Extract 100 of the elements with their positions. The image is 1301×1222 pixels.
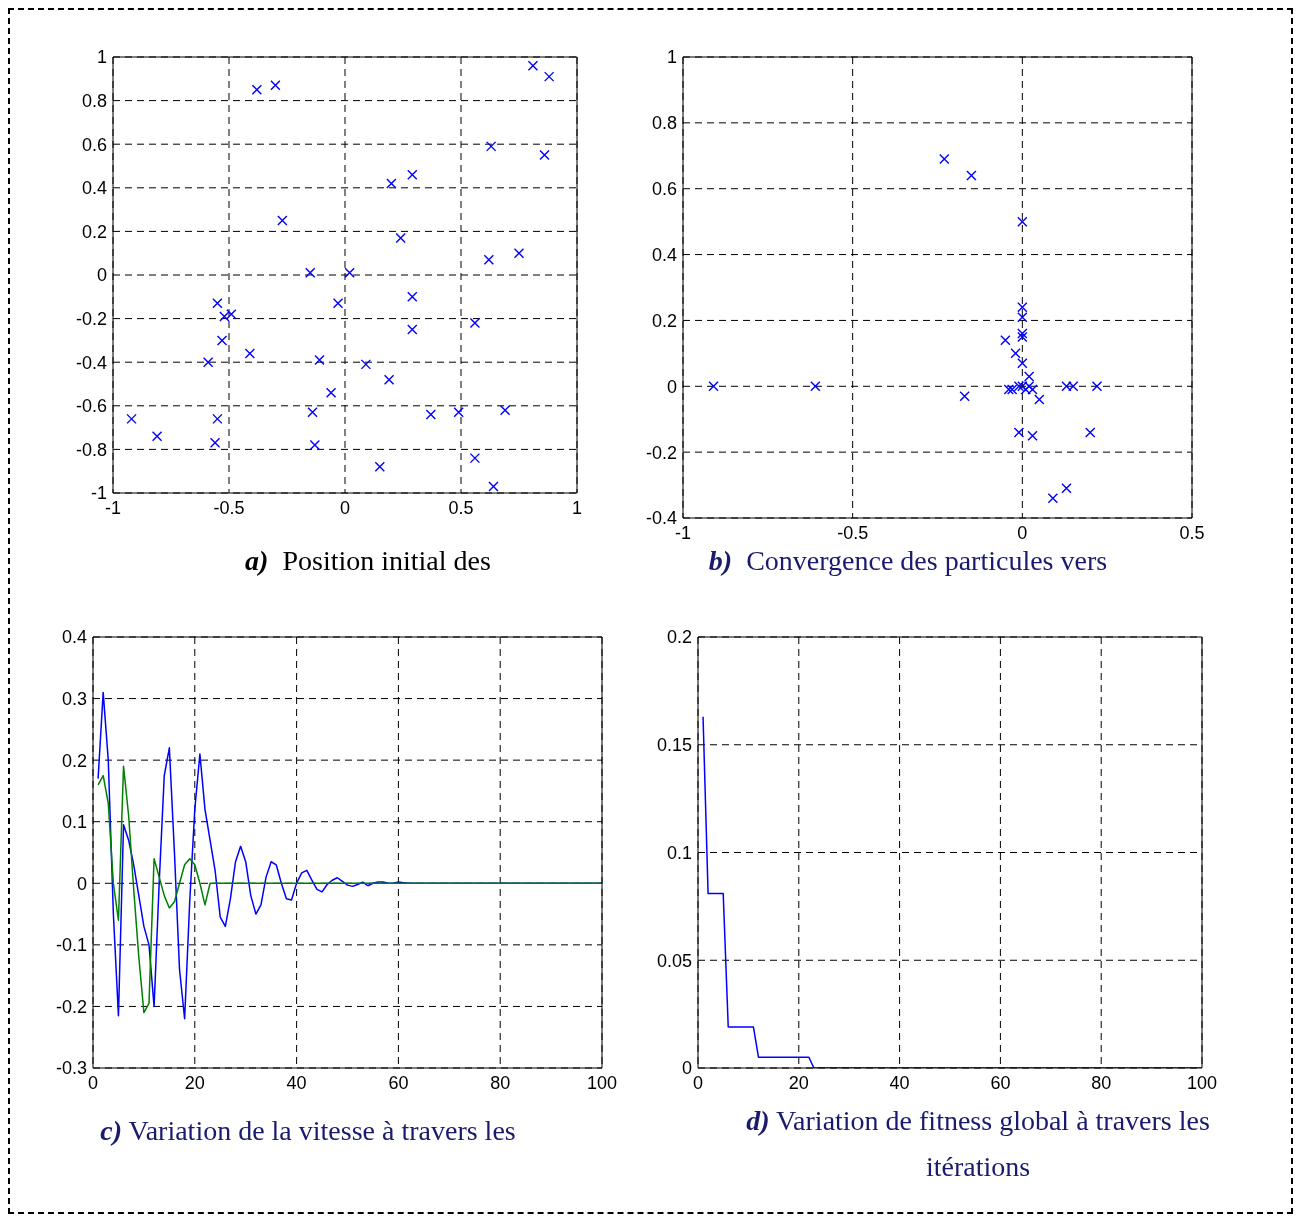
x-tick-label: -0.5 <box>213 497 245 518</box>
text: d) Variation de fitness global à travers les itérations <box>746 1105 1211 1182</box>
point <box>1061 483 1072 494</box>
point <box>407 291 418 302</box>
y-tick-label: 0.4 <box>651 244 677 265</box>
point <box>499 404 511 416</box>
y-tick-label: 0.2 <box>666 627 692 648</box>
point <box>1047 493 1059 504</box>
point <box>216 335 228 346</box>
x-tick-label: -0.5 <box>837 522 869 543</box>
y-tick-label: 0.6 <box>81 134 107 155</box>
point <box>1023 371 1035 382</box>
point <box>212 298 223 309</box>
y-tick-label: 0.4 <box>81 178 107 199</box>
y-tick-label: 0.15 <box>656 735 692 756</box>
y-tick-label: -0.4 <box>75 352 107 373</box>
point <box>513 248 525 259</box>
y-tick-label: 0 <box>681 1058 692 1079</box>
point <box>244 348 256 359</box>
point <box>332 298 344 309</box>
y-tick-label: 0.1 <box>61 812 87 833</box>
point <box>307 407 318 418</box>
point <box>1017 216 1028 227</box>
point <box>395 232 406 244</box>
point <box>202 357 214 368</box>
point <box>344 267 355 279</box>
point <box>453 407 464 418</box>
x-tick-label: 40 <box>286 1072 307 1093</box>
y-tick-label: 0.05 <box>656 950 692 971</box>
point <box>309 439 321 451</box>
x-tick-label: 0 <box>339 497 351 518</box>
y-tick-label: 0.6 <box>651 179 677 200</box>
point <box>1013 427 1025 438</box>
point <box>469 317 481 329</box>
point <box>212 413 223 425</box>
y-tick-label: 0.2 <box>61 750 87 771</box>
point <box>539 149 550 161</box>
x-tick-label: 100 <box>586 1072 618 1093</box>
x-tick-label: 60 <box>388 1072 409 1093</box>
x-tick-label: 100 <box>1186 1072 1218 1093</box>
point <box>1000 334 1011 346</box>
y-tick-label: -0.2 <box>75 308 107 329</box>
y-tick-label: 0 <box>666 376 677 397</box>
x-tick-label: 20 <box>184 1072 205 1093</box>
point <box>939 153 950 165</box>
point <box>425 409 437 420</box>
text: a) Position initial des <box>245 545 491 576</box>
point <box>1006 384 1018 395</box>
point <box>383 374 395 385</box>
point <box>407 324 418 335</box>
point <box>407 169 418 180</box>
y-tick-label: 0.4 <box>61 627 87 648</box>
point <box>1085 427 1096 438</box>
point <box>966 170 977 181</box>
point <box>314 354 325 366</box>
x-tick-label: 20 <box>788 1072 809 1093</box>
point <box>708 381 719 392</box>
point <box>374 461 385 473</box>
point <box>1017 358 1028 369</box>
y-tick-label: 0.2 <box>81 221 107 242</box>
y-tick-label: 0.8 <box>651 113 677 134</box>
y-tick-label: -0.2 <box>55 996 87 1017</box>
y-tick-label: 0.2 <box>651 310 677 331</box>
y-tick-label: -0.1 <box>55 935 87 956</box>
y-tick-label: -0.3 <box>55 1058 87 1079</box>
point <box>483 254 495 265</box>
point <box>1034 394 1045 405</box>
text: c) Variation de la vitesse à travers les <box>100 1115 516 1146</box>
x-tick-label: 0.5 <box>1179 522 1205 543</box>
point <box>469 452 481 464</box>
point <box>488 481 499 492</box>
y-tick-label: 0 <box>76 873 87 894</box>
x-tick-label: 80 <box>490 1072 511 1093</box>
text: b) Convergence des particules vers <box>708 545 1108 576</box>
point <box>810 381 821 392</box>
x-tick-label: 80 <box>1091 1072 1112 1093</box>
point <box>325 387 337 398</box>
point <box>277 215 288 226</box>
y-tick-label: -0.2 <box>645 442 677 463</box>
point <box>527 60 539 71</box>
y-tick-label: -0.6 <box>75 396 107 417</box>
point <box>1017 331 1028 343</box>
point <box>305 267 316 279</box>
point <box>1017 302 1028 313</box>
x-tick-label: 60 <box>990 1072 1011 1093</box>
y-tick-label: -0.8 <box>75 439 107 460</box>
point <box>126 413 137 425</box>
y-tick-label: 1 <box>96 47 107 68</box>
point <box>151 431 163 442</box>
point <box>485 141 497 152</box>
y-tick-label: -0.4 <box>645 508 677 529</box>
point <box>1003 384 1014 395</box>
point <box>959 390 970 402</box>
y-tick-label: 0.8 <box>81 90 107 111</box>
point <box>209 437 221 449</box>
point <box>1010 348 1021 359</box>
x-tick-label: 0 <box>1017 522 1028 543</box>
y-tick-label: -1 <box>90 483 107 504</box>
y-tick-label: 0 <box>96 265 107 286</box>
point <box>386 178 397 189</box>
